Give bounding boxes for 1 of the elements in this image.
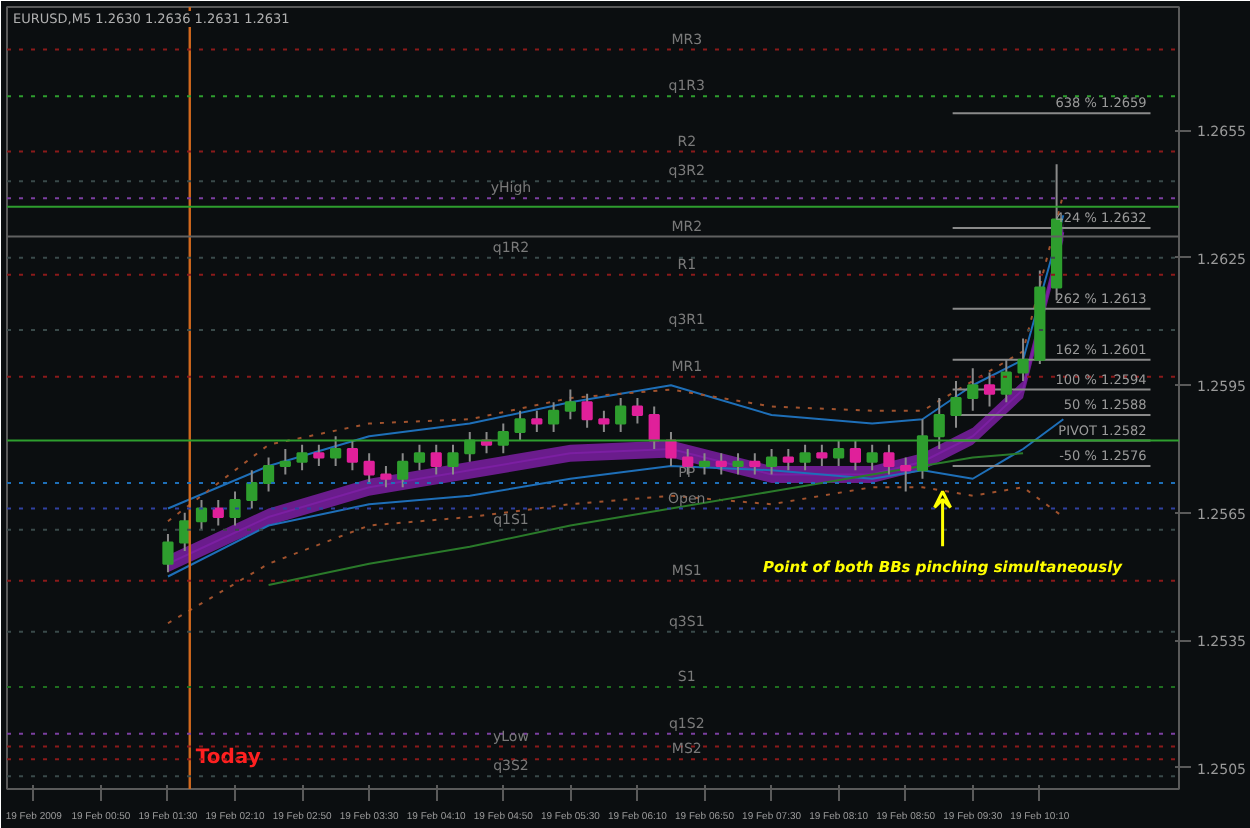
ref-line-label: Today [195,747,262,769]
